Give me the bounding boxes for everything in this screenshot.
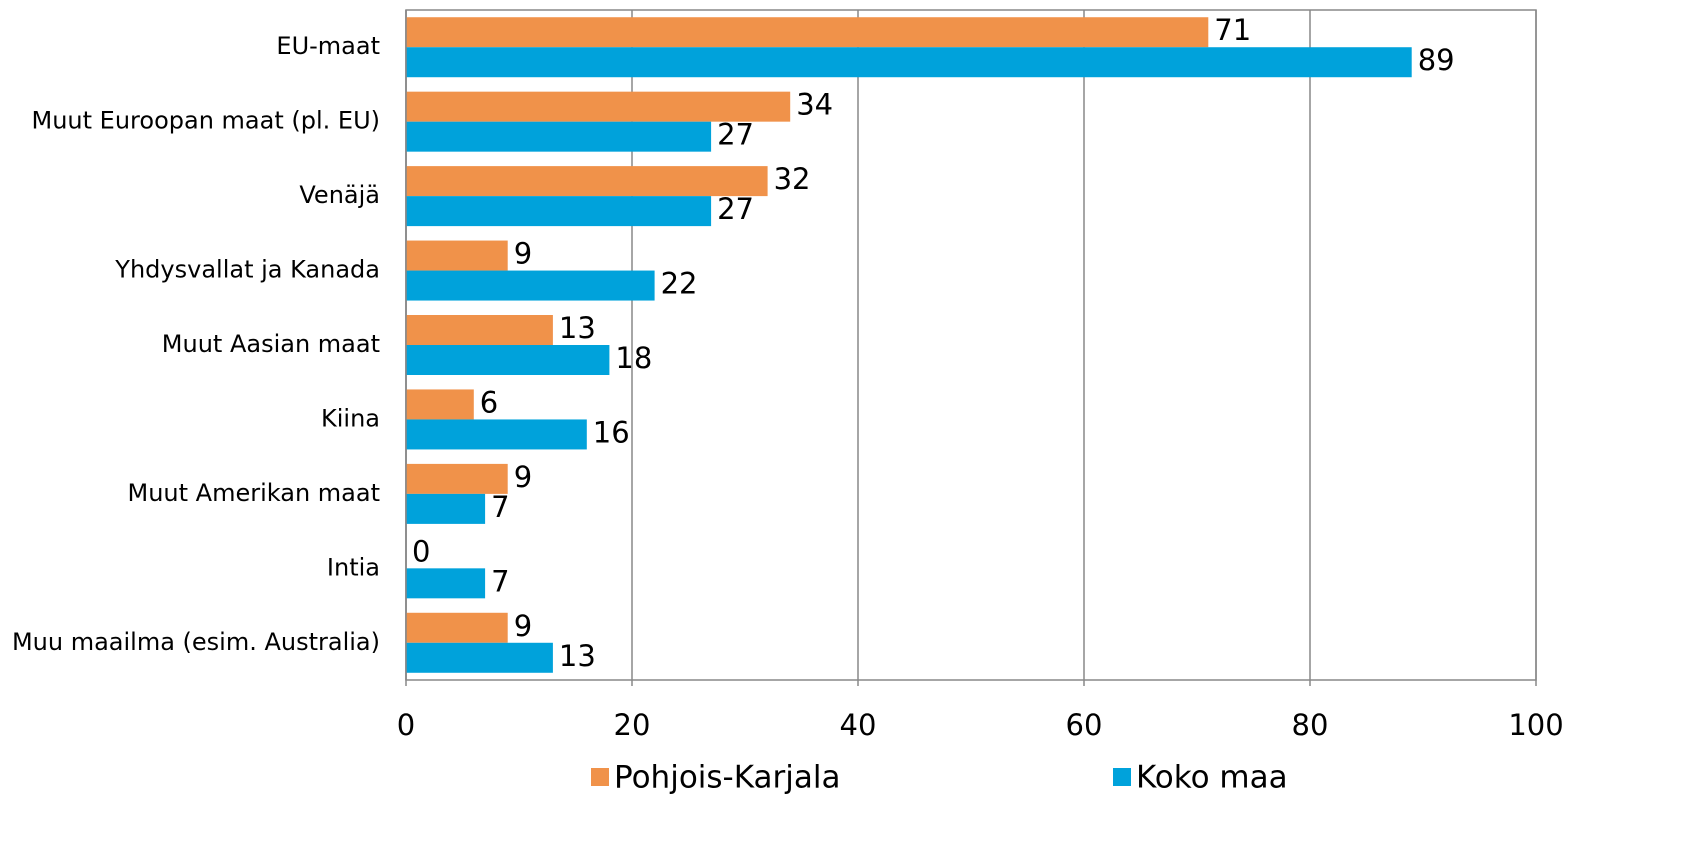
value-label: 32 — [774, 162, 811, 196]
bar — [406, 612, 508, 643]
value-label: 34 — [796, 88, 833, 122]
value-label: 9 — [514, 460, 532, 494]
category-label: Muut Amerikan maat — [128, 479, 381, 507]
value-label: 9 — [514, 609, 532, 643]
x-tick-label: 100 — [1508, 708, 1563, 742]
bar — [406, 463, 508, 494]
x-tick-label: 80 — [1292, 708, 1329, 742]
bar — [406, 270, 655, 301]
x-tick-label: 60 — [1066, 708, 1103, 742]
bar — [406, 17, 1209, 48]
category-label: Yhdysvallat ja Kanada — [114, 256, 380, 284]
bar — [406, 166, 768, 197]
category-label: Muut Euroopan maat (pl. EU) — [32, 107, 380, 135]
legend-label: Pohjois-Karjala — [614, 760, 840, 796]
bar — [406, 493, 486, 524]
bar — [406, 642, 553, 673]
legend-swatch — [591, 768, 609, 786]
value-label: 9 — [514, 237, 532, 271]
category-label: Muut Aasian maat — [162, 330, 380, 358]
value-label: 27 — [717, 192, 754, 226]
bar — [406, 345, 610, 375]
value-label: 18 — [615, 341, 652, 375]
value-label: 89 — [1418, 43, 1455, 77]
category-label: EU-maat — [276, 32, 380, 60]
value-label: 71 — [1214, 13, 1251, 47]
value-label: 22 — [661, 267, 698, 301]
value-label: 7 — [491, 564, 509, 598]
x-tick-label: 20 — [614, 708, 651, 742]
bar — [406, 568, 486, 599]
value-label: 0 — [412, 534, 430, 568]
value-label: 27 — [717, 118, 754, 152]
bar — [406, 240, 508, 271]
bar — [406, 419, 587, 450]
bar — [406, 315, 553, 345]
value-label: 13 — [559, 311, 596, 345]
value-label: 6 — [480, 385, 498, 419]
legend-label: Koko maa — [1136, 760, 1288, 796]
value-label: 16 — [593, 415, 630, 449]
bar — [406, 47, 1412, 78]
category-label: Venäjä — [299, 181, 380, 209]
x-tick-label: 0 — [397, 708, 415, 742]
bar — [406, 91, 791, 122]
legend-swatch — [1113, 768, 1131, 786]
value-label: 7 — [491, 490, 509, 524]
category-label: Intia — [327, 553, 380, 581]
bar — [406, 389, 474, 420]
category-label: Kiina — [321, 404, 380, 432]
bar — [406, 121, 712, 152]
bar — [406, 196, 712, 227]
category-label: Muu maailma (esim. Australia) — [12, 628, 380, 656]
value-label: 13 — [559, 639, 596, 673]
x-tick-label: 40 — [840, 708, 877, 742]
